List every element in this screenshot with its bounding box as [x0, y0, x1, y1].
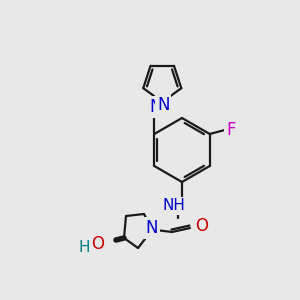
Text: H: H — [78, 239, 90, 254]
Text: N: N — [149, 98, 161, 116]
Text: O: O — [196, 217, 208, 235]
Text: N: N — [146, 219, 158, 237]
Text: F: F — [226, 121, 236, 139]
Text: NH: NH — [163, 199, 185, 214]
Text: O: O — [92, 235, 104, 253]
Text: N: N — [157, 96, 169, 114]
